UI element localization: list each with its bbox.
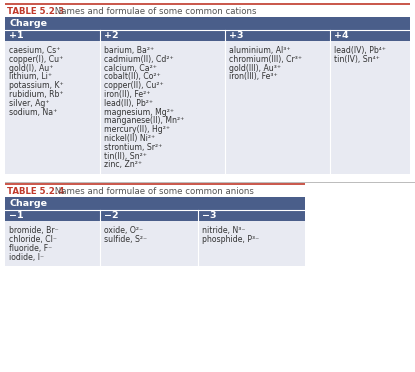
Bar (5, 30, 100, 41)
Bar (5, 41, 100, 174)
Text: strontium, Sr²⁺: strontium, Sr²⁺ (104, 143, 162, 152)
Text: zinc, Zn²⁺: zinc, Zn²⁺ (104, 160, 142, 169)
Text: manganese(II), Mn²⁺: manganese(II), Mn²⁺ (104, 116, 184, 125)
Text: mercury(II), Hg²⁺: mercury(II), Hg²⁺ (104, 125, 170, 134)
Text: nitride, N³⁻: nitride, N³⁻ (202, 226, 246, 235)
Text: oxide, O²⁻: oxide, O²⁻ (104, 226, 143, 235)
Text: gold(I), Au⁺: gold(I), Au⁺ (9, 64, 54, 73)
Bar (330, 41, 410, 174)
Text: TABLE 5.2.3: TABLE 5.2.3 (7, 6, 64, 16)
Text: TABLE 5.2.4: TABLE 5.2.4 (7, 187, 64, 196)
Bar (5, 221, 100, 266)
Bar (225, 41, 330, 174)
Bar (5, 17, 410, 30)
Text: Names and formulae of some common cations: Names and formulae of some common cation… (52, 6, 256, 16)
Bar (100, 210, 198, 221)
Text: nickel(II) Ni²⁺: nickel(II) Ni²⁺ (104, 134, 155, 143)
Text: lead(II), Pb²⁺: lead(II), Pb²⁺ (104, 99, 153, 108)
Text: −2: −2 (104, 211, 119, 220)
Text: caesium, Cs⁺: caesium, Cs⁺ (9, 46, 60, 55)
Text: silver, Ag⁺: silver, Ag⁺ (9, 99, 49, 108)
Text: phosphide, P³⁻: phosphide, P³⁻ (202, 235, 259, 244)
Text: −1: −1 (9, 211, 24, 220)
Text: chloride, Cl⁻: chloride, Cl⁻ (9, 235, 57, 244)
Bar (100, 221, 198, 266)
Text: sulfide, S²⁻: sulfide, S²⁻ (104, 235, 147, 244)
Text: +1: +1 (9, 31, 24, 40)
Text: +4: +4 (334, 31, 349, 40)
Text: Names and formulae of some common anions: Names and formulae of some common anions (52, 187, 254, 196)
Text: calcium, Ca²⁺: calcium, Ca²⁺ (104, 64, 157, 73)
Text: magnesium, Mg²⁺: magnesium, Mg²⁺ (104, 108, 174, 116)
Text: barium, Ba²⁺: barium, Ba²⁺ (104, 46, 154, 55)
Text: potassium, K⁺: potassium, K⁺ (9, 81, 63, 90)
Text: bromide, Br⁻: bromide, Br⁻ (9, 226, 59, 235)
Text: lithium, Li⁺: lithium, Li⁺ (9, 73, 52, 81)
Text: +2: +2 (104, 31, 119, 40)
Text: sodium, Na⁺: sodium, Na⁺ (9, 108, 57, 116)
Bar (100, 41, 225, 174)
Text: fluoride, F⁻: fluoride, F⁻ (9, 244, 52, 253)
Text: Charge: Charge (9, 19, 47, 28)
Text: iron(III), Fe³⁺: iron(III), Fe³⁺ (229, 73, 278, 81)
Text: copper(I), Cu⁺: copper(I), Cu⁺ (9, 55, 63, 64)
Bar (198, 221, 305, 266)
Text: +3: +3 (229, 31, 244, 40)
Text: chromium(III), Cr³⁺: chromium(III), Cr³⁺ (229, 55, 302, 64)
Bar (330, 30, 410, 41)
Bar (5, 197, 305, 210)
Bar (225, 30, 330, 41)
Text: tin(II), Sn²⁺: tin(II), Sn²⁺ (104, 152, 147, 161)
Text: rubidium, Rb⁺: rubidium, Rb⁺ (9, 90, 63, 99)
Text: iodide, I⁻: iodide, I⁻ (9, 253, 44, 262)
Text: copper(II), Cu²⁺: copper(II), Cu²⁺ (104, 81, 164, 90)
Bar (100, 30, 225, 41)
Text: gold(III), Au³⁺: gold(III), Au³⁺ (229, 64, 281, 73)
Text: lead(IV), Pb⁴⁺: lead(IV), Pb⁴⁺ (334, 46, 386, 55)
Text: cobalt(II), Co²⁺: cobalt(II), Co²⁺ (104, 73, 161, 81)
Text: iron(II), Fe²⁺: iron(II), Fe²⁺ (104, 90, 150, 99)
Text: aluminium, Al³⁺: aluminium, Al³⁺ (229, 46, 290, 55)
Text: Charge: Charge (9, 199, 47, 208)
Bar (5, 210, 100, 221)
Text: −3: −3 (202, 211, 217, 220)
Text: cadmium(II), Cd²⁺: cadmium(II), Cd²⁺ (104, 55, 173, 64)
Bar (198, 210, 305, 221)
Text: tin(IV), Sn⁴⁺: tin(IV), Sn⁴⁺ (334, 55, 380, 64)
